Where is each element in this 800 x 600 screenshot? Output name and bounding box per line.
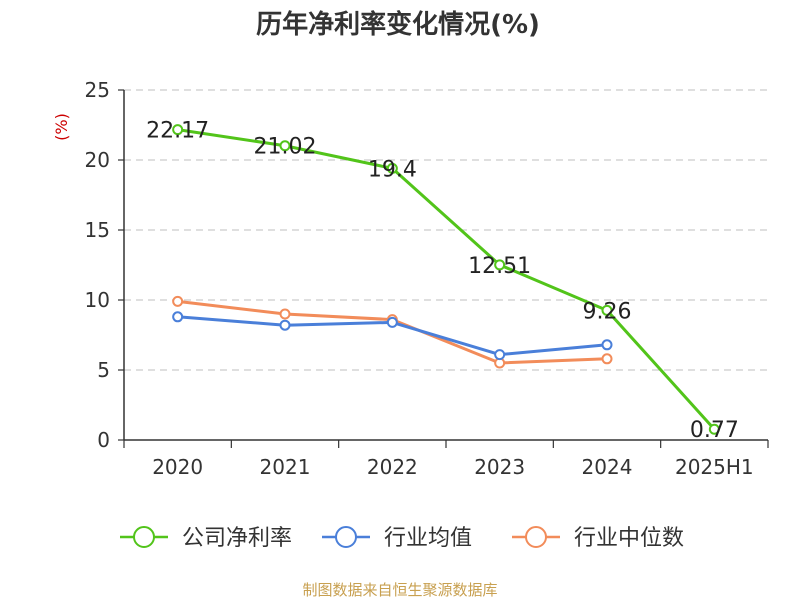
data-point bbox=[708, 423, 720, 435]
series-line bbox=[177, 128, 716, 431]
x-tick-label: 2024 bbox=[582, 455, 633, 479]
legend-label: 公司净利率 bbox=[182, 526, 292, 551]
data-point bbox=[386, 316, 398, 328]
data-point bbox=[494, 259, 506, 271]
data-point bbox=[279, 140, 291, 152]
y-tick-label: 0 bbox=[97, 428, 110, 452]
data-point bbox=[279, 319, 291, 331]
data-point bbox=[172, 295, 184, 307]
chart-title: 历年净利率变化情况(%) bbox=[256, 9, 540, 40]
source-note: 制图数据来自恒生聚源数据库 bbox=[302, 581, 497, 599]
x-tick-label: 2020 bbox=[152, 455, 203, 479]
legend: 公司净利率 行业均值 行业中位数 bbox=[120, 526, 684, 551]
y-tick-label: 20 bbox=[85, 148, 110, 172]
data-label: 19.4 bbox=[368, 157, 417, 182]
legend-label: 行业中位数 bbox=[574, 526, 684, 551]
data-point bbox=[386, 162, 398, 174]
y-tick-label: 25 bbox=[85, 78, 110, 102]
data-point bbox=[601, 339, 613, 351]
data-point bbox=[601, 304, 613, 316]
data-label: 22.17 bbox=[146, 119, 209, 144]
legend-item: 行业中位数 bbox=[512, 526, 684, 551]
data-point bbox=[601, 353, 613, 365]
grid-lines bbox=[124, 89, 768, 371]
data-label: 9.26 bbox=[583, 299, 632, 324]
y-axis-label: (%) bbox=[52, 113, 71, 141]
data-point bbox=[279, 308, 291, 320]
axes: 0 5 10 15 20 25 2020 2021 2022 2023 2024 2025H1 bbox=[85, 78, 769, 479]
legend-item: 行业均值 bbox=[322, 526, 472, 551]
x-tick-label: 2023 bbox=[474, 455, 525, 479]
x-tick-label: 2021 bbox=[260, 455, 311, 479]
x-tick-label: 2025H1 bbox=[675, 455, 754, 479]
data-label: 12.51 bbox=[468, 254, 531, 279]
y-tick-label: 10 bbox=[85, 288, 110, 312]
data-label: 0.77 bbox=[690, 418, 739, 443]
data-label: 21.02 bbox=[254, 135, 317, 160]
y-tick-label: 15 bbox=[85, 218, 110, 242]
series-industry-median bbox=[172, 295, 613, 369]
series-lines bbox=[172, 124, 720, 435]
series-company bbox=[172, 124, 720, 435]
legend-label: 行业均值 bbox=[384, 526, 472, 551]
data-point bbox=[172, 124, 184, 136]
y-tick-label: 5 bbox=[97, 358, 110, 382]
legend-marker bbox=[335, 526, 357, 548]
legend-marker bbox=[525, 526, 547, 548]
x-tick-label: 2022 bbox=[367, 455, 418, 479]
legend-item: 公司净利率 bbox=[120, 526, 292, 551]
data-labels: 22.17 21.02 19.4 12.51 9.26 0.77 bbox=[146, 119, 739, 444]
legend-marker bbox=[133, 526, 155, 548]
data-point bbox=[494, 349, 506, 361]
series-line bbox=[177, 299, 608, 365]
data-point bbox=[172, 311, 184, 323]
series-industry-mean bbox=[172, 311, 613, 361]
